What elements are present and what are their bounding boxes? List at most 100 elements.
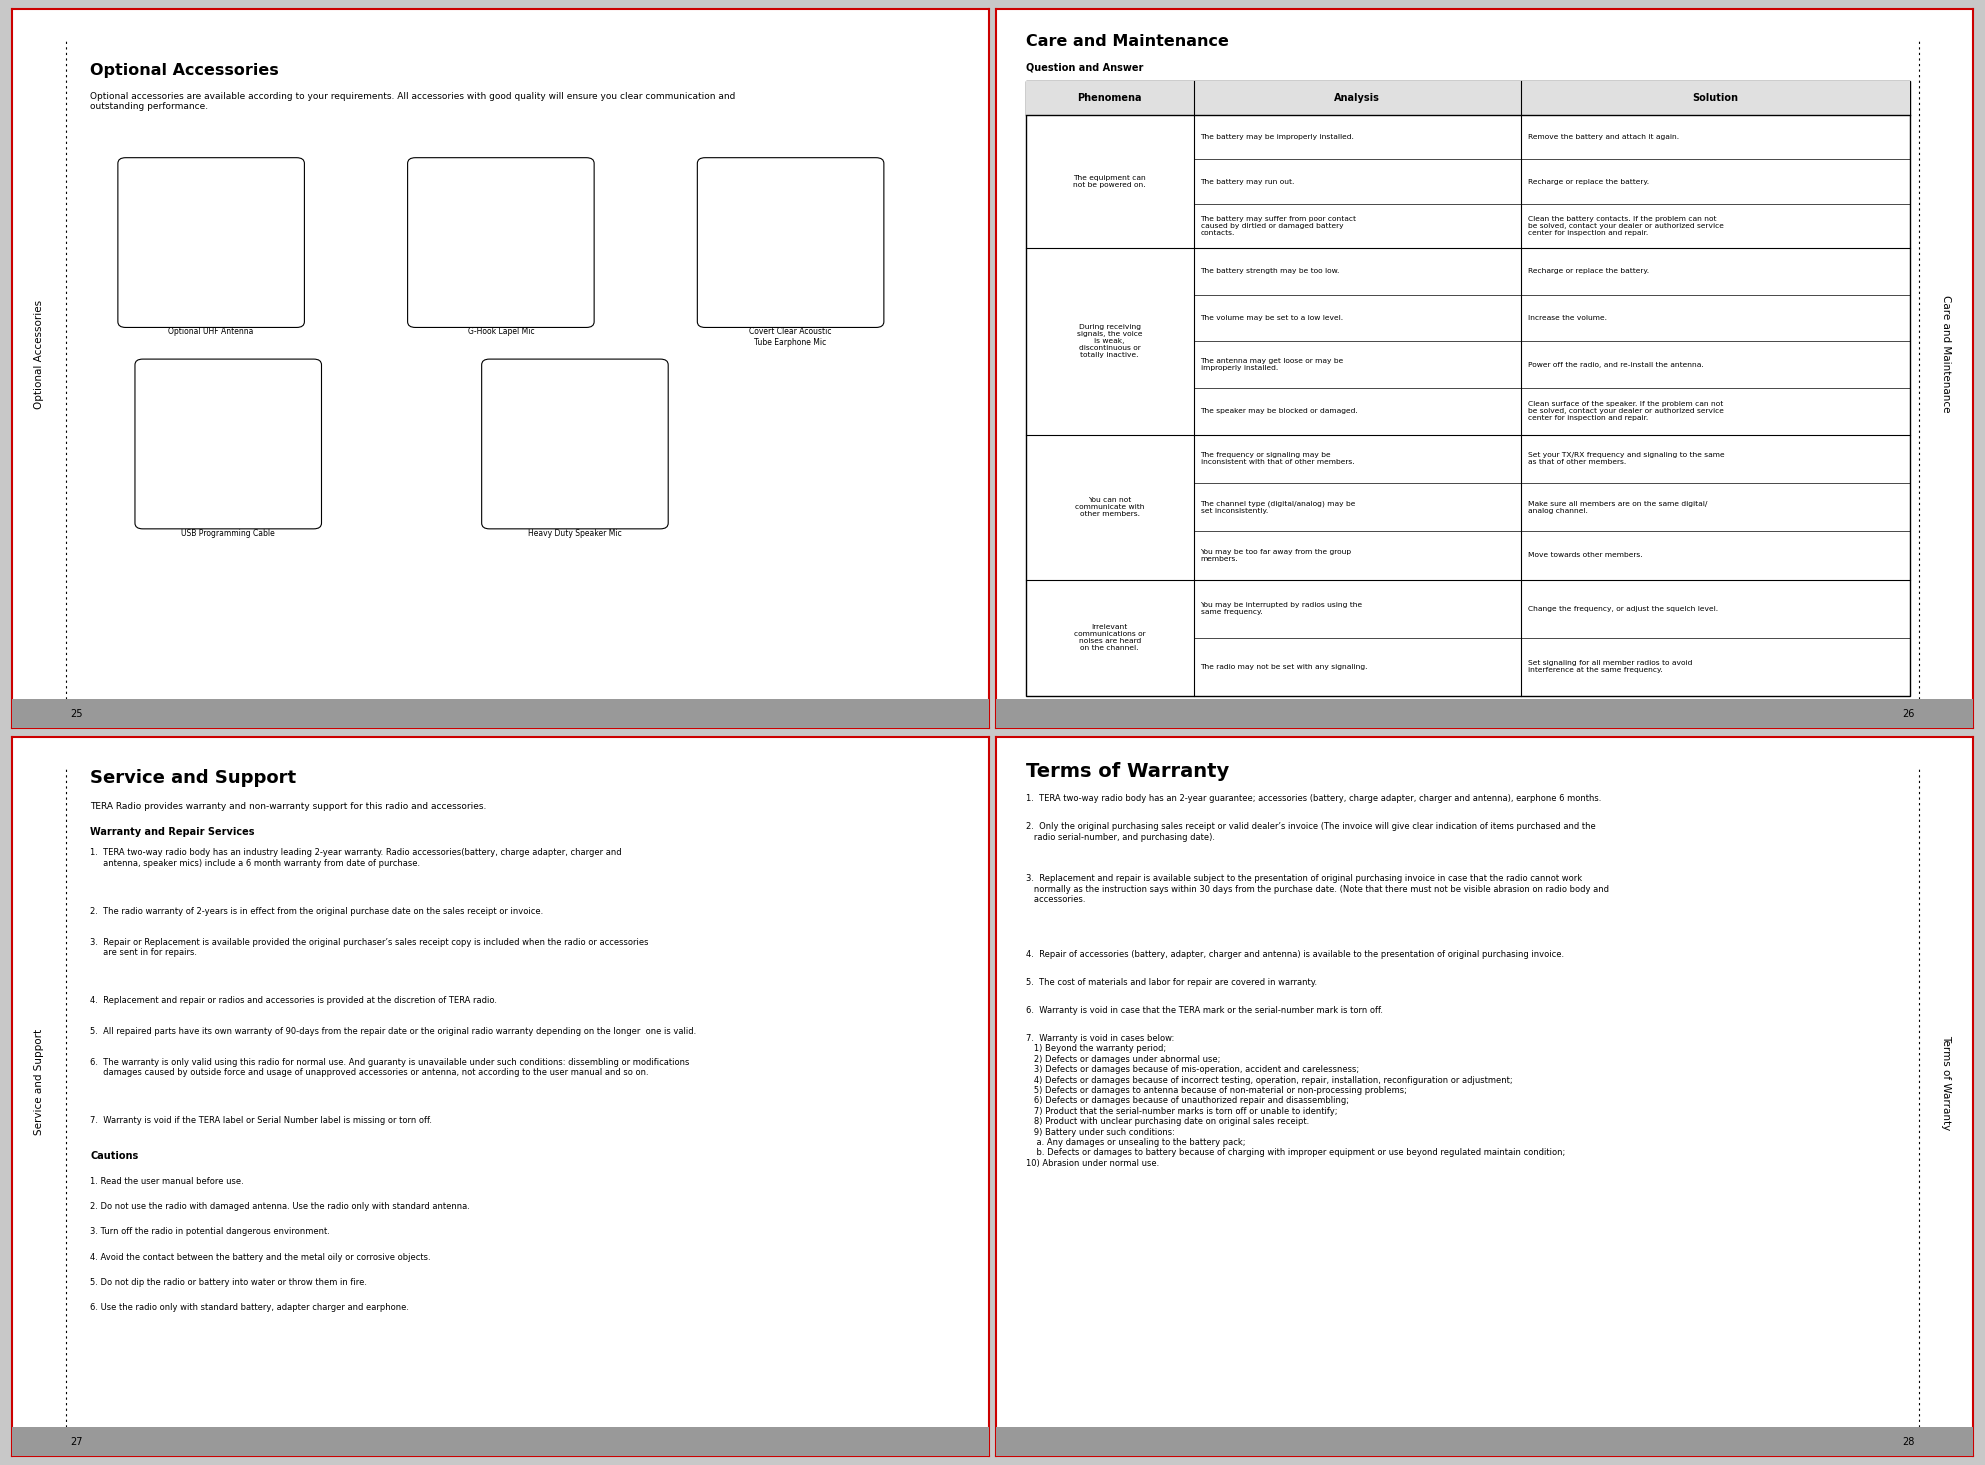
Bar: [1935, 81, 1973, 85]
Text: 5.  The cost of materials and labor for repair are covered in warranty.: 5. The cost of materials and labor for r…: [1026, 977, 1316, 987]
Bar: [12, 523, 50, 527]
Bar: [1935, 300, 1973, 303]
Bar: [1935, 1179, 1973, 1182]
Bar: [12, 488, 50, 491]
Bar: [12, 239, 50, 243]
Bar: [12, 66, 50, 70]
Bar: [1935, 454, 1973, 459]
Bar: [1935, 451, 1973, 454]
Bar: [1935, 779, 1973, 784]
Bar: [1935, 387, 1973, 390]
Bar: [12, 1021, 50, 1024]
Bar: [1935, 51, 1973, 56]
Bar: [12, 974, 50, 977]
Bar: [1935, 823, 1973, 826]
Bar: [12, 289, 50, 293]
Text: Phenomena: Phenomena: [1078, 92, 1141, 103]
Bar: [12, 91, 50, 95]
Bar: [12, 762, 50, 766]
Bar: [1935, 1083, 1973, 1086]
Bar: [1935, 293, 1973, 296]
Bar: [12, 1256, 50, 1258]
Bar: [1935, 1234, 1973, 1236]
Bar: [1935, 1360, 1973, 1362]
Bar: [12, 740, 50, 744]
Text: Optional UHF Antenna: Optional UHF Antenna: [169, 328, 254, 337]
Bar: [12, 794, 50, 798]
Bar: [12, 419, 50, 422]
Bar: [1935, 1320, 1973, 1323]
Bar: [1935, 152, 1973, 157]
Bar: [12, 848, 50, 853]
Bar: [12, 1236, 50, 1241]
Bar: [1935, 917, 1973, 920]
Bar: [12, 759, 50, 762]
Bar: [12, 256, 50, 261]
Bar: [1935, 880, 1973, 885]
Bar: [12, 412, 50, 415]
Bar: [1935, 845, 1973, 848]
Bar: [12, 1244, 50, 1248]
Text: Change the frequency, or adjust the squelch level.: Change the frequency, or adjust the sque…: [1528, 605, 1717, 612]
Bar: [1935, 1367, 1973, 1370]
Bar: [1935, 85, 1973, 88]
Bar: [1935, 368, 1973, 372]
Bar: [12, 451, 50, 454]
Bar: [1935, 488, 1973, 491]
Bar: [12, 927, 50, 932]
Bar: [1935, 357, 1973, 362]
Bar: [12, 426, 50, 429]
Bar: [12, 142, 50, 145]
Bar: [1935, 664, 1973, 667]
Bar: [12, 587, 50, 592]
Bar: [12, 932, 50, 935]
Bar: [12, 787, 50, 791]
Bar: [12, 545, 50, 548]
Bar: [12, 747, 50, 752]
Bar: [1935, 826, 1973, 831]
Bar: [12, 1427, 989, 1456]
Bar: [12, 681, 50, 686]
Bar: [1935, 1039, 1973, 1043]
Bar: [1935, 819, 1973, 823]
Bar: [12, 671, 50, 674]
Bar: [12, 149, 50, 152]
Bar: [1935, 372, 1973, 375]
Bar: [12, 328, 50, 333]
Bar: [1919, 9, 1973, 728]
Bar: [12, 1090, 50, 1093]
Bar: [1935, 1345, 1973, 1348]
Bar: [12, 806, 50, 809]
Text: 26: 26: [1902, 709, 1914, 719]
Bar: [1935, 157, 1973, 160]
Bar: [1935, 1028, 1973, 1031]
Text: Question and Answer: Question and Answer: [1026, 63, 1143, 73]
Bar: [12, 1288, 50, 1291]
Bar: [12, 533, 50, 538]
Bar: [1935, 501, 1973, 505]
Bar: [12, 335, 50, 340]
Bar: [12, 1118, 50, 1122]
Bar: [1935, 343, 1973, 347]
Bar: [12, 949, 50, 952]
Bar: [12, 967, 50, 971]
Bar: [12, 520, 50, 523]
Bar: [1935, 1377, 1973, 1380]
Bar: [1935, 1427, 1973, 1431]
Bar: [1935, 766, 1973, 769]
Bar: [12, 691, 50, 696]
Bar: [1935, 858, 1973, 863]
Bar: [1935, 199, 1973, 204]
Text: 4.  Replacement and repair or radios and accessories is provided at the discreti: 4. Replacement and repair or radios and …: [89, 996, 496, 1005]
Bar: [12, 1355, 50, 1360]
Bar: [12, 382, 50, 387]
Bar: [12, 1140, 50, 1143]
Bar: [1935, 667, 1973, 671]
Bar: [1935, 747, 1973, 752]
Bar: [12, 434, 50, 437]
Bar: [1935, 113, 1973, 117]
Bar: [1935, 1348, 1973, 1352]
Bar: [12, 1301, 50, 1305]
Bar: [12, 469, 50, 473]
Bar: [1935, 974, 1973, 977]
